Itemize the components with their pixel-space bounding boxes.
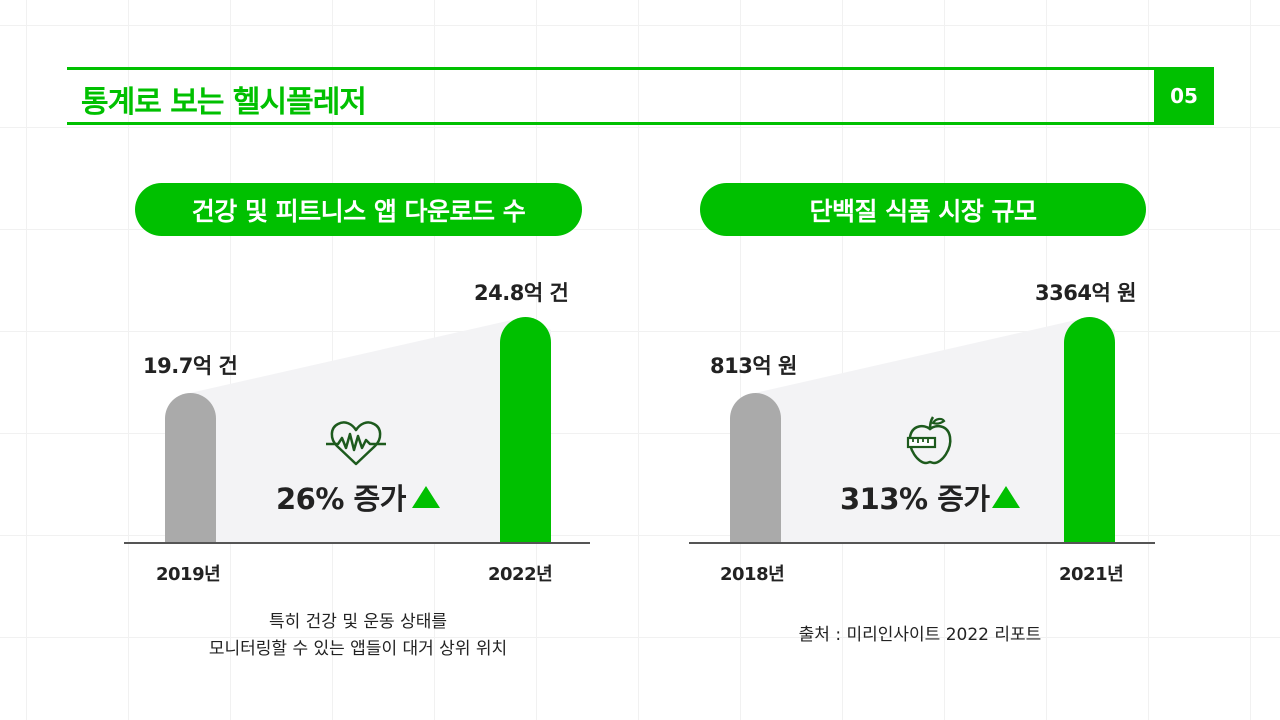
up-triangle-icon bbox=[991, 486, 1020, 508]
left-baseline bbox=[124, 542, 590, 544]
page-header: 통계로 보는 헬시플레저 05 bbox=[67, 67, 1214, 125]
right-chart-title: 단백질 식품 시장 규모 bbox=[700, 183, 1146, 236]
value-label-2021: 3364억 원 bbox=[1035, 281, 1136, 305]
bar-2022 bbox=[500, 317, 551, 543]
left-growth-text: 26% 증가 bbox=[276, 482, 406, 516]
year-label-2022: 2022년 bbox=[488, 564, 553, 585]
up-triangle-icon bbox=[411, 486, 440, 508]
value-label-2022: 24.8억 건 bbox=[474, 281, 569, 305]
page-title: 통계로 보는 헬시플레저 bbox=[81, 85, 367, 120]
year-label-2018: 2018년 bbox=[720, 564, 785, 585]
right-growth-label: 313% 증가 bbox=[840, 476, 1020, 518]
year-label-2021: 2021년 bbox=[1059, 564, 1124, 585]
right-growth-text: 313% 증가 bbox=[840, 482, 990, 516]
left-note-line1: 특히 건강 및 운동 상태를 bbox=[268, 612, 447, 632]
value-label-2019: 19.7억 건 bbox=[143, 354, 238, 378]
bar-2018 bbox=[730, 393, 781, 543]
left-chart-title: 건강 및 피트니스 앱 다운로드 수 bbox=[135, 183, 582, 236]
right-baseline bbox=[689, 542, 1155, 544]
apple-measuring-tape-icon bbox=[906, 416, 952, 465]
bar-2019 bbox=[165, 393, 216, 543]
bar-2021 bbox=[1064, 317, 1115, 543]
left-growth-label: 26% 증가 bbox=[276, 476, 440, 518]
left-note-line2: 모니터링할 수 있는 앱들이 대거 상위 위치 bbox=[208, 639, 508, 659]
value-label-2018: 813억 원 bbox=[710, 354, 797, 378]
page-number-badge: 05 bbox=[1154, 67, 1214, 125]
year-label-2019: 2019년 bbox=[156, 564, 221, 585]
heartbeat-icon bbox=[326, 421, 386, 466]
left-note: 특히 건강 및 운동 상태를 모니터링할 수 있는 앱들이 대거 상위 위치 bbox=[150, 609, 566, 663]
source-note: 출처 : 미리인사이트 2022 리포트 bbox=[798, 625, 1042, 645]
